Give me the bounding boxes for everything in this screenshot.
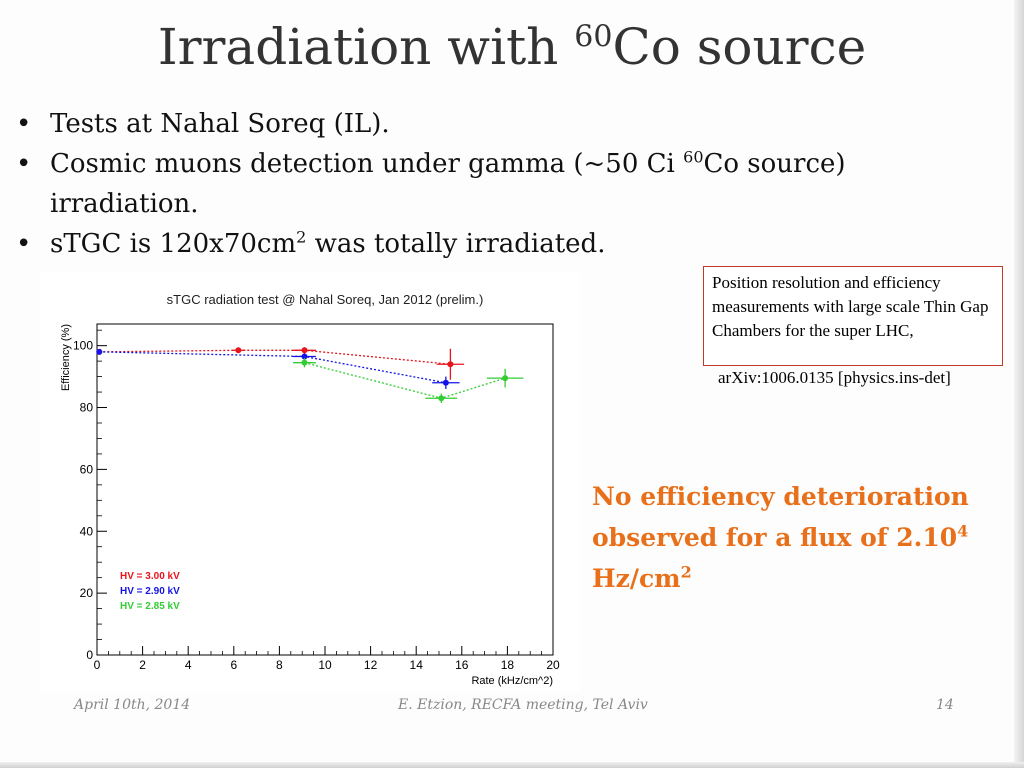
efficiency-chart: sTGC radiation test @ Nahal Soreq, Jan 2… [40,272,580,692]
slide-edge-right [1014,0,1024,768]
chart-y-axis-label: Efficiency (%) [60,324,72,391]
y-tick-label: 20 [80,586,94,600]
data-point [447,361,454,368]
x-tick-label: 0 [94,658,101,672]
bullet-list: Tests at Nahal Soreq (IL). Cosmic muons … [14,104,974,264]
data-point [502,375,509,382]
bullet-item: sTGC is 120x70cm2 was totally irradiated… [14,224,974,264]
chart-title: sTGC radiation test @ Nahal Soreq, Jan 2… [167,292,484,307]
slide-title: Irradiation with 60Co source [157,18,867,76]
footer-event: E. Etzion, RECFA meeting, Tel Aviv [398,697,648,713]
x-tick-label: 4 [185,658,192,672]
series-group [293,358,524,403]
data-point [301,353,308,360]
chart-background [40,272,580,692]
y-tick-label: 40 [80,524,94,538]
legend-entry: HV = 3.00 kV [120,571,180,582]
x-tick-label: 12 [364,658,378,672]
data-point [438,395,445,402]
y-tick-label: 80 [80,401,94,415]
y-tick-label: 60 [80,462,94,476]
data-point [301,347,308,354]
y-tick-label: 100 [73,339,93,353]
y-tick-label: 0 [86,648,93,662]
x-tick-label: 6 [230,658,237,672]
data-point [301,359,308,366]
series-group [96,347,465,380]
x-tick-label: 10 [318,658,332,672]
conclusion-text: No efficiency deterioration observed for… [592,482,969,593]
legend-entry: HV = 2.85 kV [120,601,180,612]
x-tick-label: 2 [139,658,146,672]
x-tick-label: 16 [455,658,469,672]
series-line [99,349,451,365]
slide-edge-bottom [0,762,1024,768]
bullet-item: Tests at Nahal Soreq (IL). [14,104,974,144]
data-point [96,348,103,355]
legend-entry: HV = 2.90 kV [120,586,180,597]
bullet-item: Cosmic muons detection under gamma (~50 … [14,144,974,224]
x-tick-label: 18 [501,658,515,672]
x-tick-label: 20 [546,658,560,672]
reference-arxiv-id: arXiv:1006.0135 [physics.ins-det] [718,368,951,387]
footer-page-number: 14 [936,697,954,713]
data-point [235,347,242,354]
x-tick-label: 14 [410,658,424,672]
data-point [442,379,449,386]
x-tick-label: 8 [276,658,283,672]
chart-x-axis-label: Rate (kHz/cm^2) [471,675,553,687]
reference-box: Position resolution and efficiency measu… [703,266,1003,366]
footer-date: April 10th, 2014 [74,697,191,713]
